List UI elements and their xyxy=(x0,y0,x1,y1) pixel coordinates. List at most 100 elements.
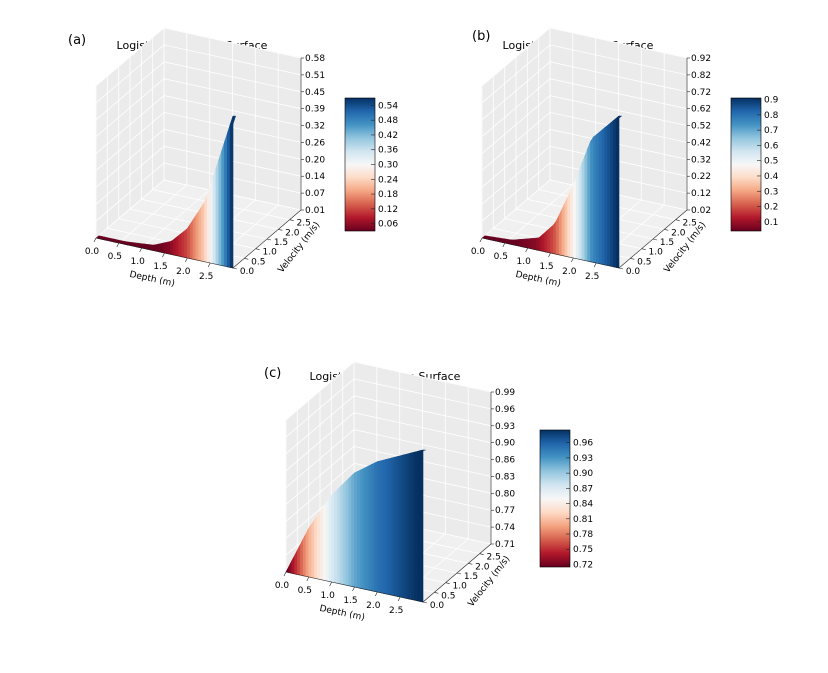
z-tick-label: 0.71 xyxy=(495,540,515,550)
y-tick-mark xyxy=(479,553,484,555)
surface-strip xyxy=(578,163,583,261)
surface-strip xyxy=(570,185,574,259)
z-tick-label: 0.51 xyxy=(305,71,325,81)
colorbar-tick-label: 0.93 xyxy=(573,454,593,464)
x-tick-label: 0.0 xyxy=(85,247,100,257)
colorbar-tick-label: 0.4 xyxy=(764,172,779,182)
gridline xyxy=(285,462,492,522)
gridline xyxy=(481,128,688,188)
surface-strip xyxy=(382,459,387,595)
x-tick-label: 0.0 xyxy=(275,581,290,591)
gridline xyxy=(285,412,492,472)
x-tick-mark xyxy=(479,237,483,243)
gridline xyxy=(285,429,492,488)
x-tick-label: 1.5 xyxy=(343,596,357,606)
y-tick-label: 0.5 xyxy=(441,591,455,601)
surface-strip xyxy=(209,177,214,264)
surface-strip xyxy=(584,148,588,262)
surface-strip xyxy=(195,210,200,261)
surface-strip xyxy=(362,466,367,590)
surface-strip xyxy=(385,458,390,595)
x-axis-label: Depth (m) xyxy=(128,270,175,289)
gridline xyxy=(95,111,302,171)
z-tick-label: 0.86 xyxy=(495,456,515,466)
surface-strip xyxy=(308,523,313,578)
colorbar-tick-label: 0.72 xyxy=(573,560,593,570)
y-tick-label: 2.0 xyxy=(475,562,490,572)
surface-strip xyxy=(192,214,197,261)
surface-strip xyxy=(354,471,358,588)
panel-label: (c) xyxy=(264,366,281,381)
x-tick-mark xyxy=(352,586,355,592)
z-tick-label: 0.80 xyxy=(495,489,515,499)
surface-strip xyxy=(169,239,174,256)
surface-strip xyxy=(402,454,407,599)
gridline xyxy=(481,145,688,205)
y-tick-mark xyxy=(641,248,646,250)
x-tick-label: 2.0 xyxy=(562,267,577,277)
surface-strip xyxy=(420,449,426,451)
surface-strip xyxy=(342,480,347,586)
surface-strip xyxy=(408,452,412,600)
surface-strip xyxy=(204,195,208,263)
surface-strip xyxy=(314,514,318,580)
x-tick-mark xyxy=(525,247,528,253)
surface-strip xyxy=(399,454,404,598)
x-tick-label: 0.0 xyxy=(471,247,486,257)
colorbar-tick-label: 0.3 xyxy=(764,187,778,197)
surface-strip xyxy=(388,457,392,596)
colorbar xyxy=(344,97,376,232)
panel-a: (a)Logistic Regression Surface0.00.51.01… xyxy=(68,27,398,289)
surface-strip xyxy=(229,115,236,126)
x-tick-label: 1.0 xyxy=(321,591,336,601)
surface-strip xyxy=(575,170,580,260)
z-tick-label: 0.12 xyxy=(691,189,711,199)
y-tick-mark xyxy=(445,582,450,584)
colorbar-tick-label: 0.18 xyxy=(378,190,398,200)
z-tick-label: 0.83 xyxy=(495,472,515,482)
x-tick-mark xyxy=(116,242,120,248)
surface-strip xyxy=(345,477,350,587)
gridline xyxy=(481,78,688,138)
x-tick-label: 0.5 xyxy=(298,586,312,596)
z-tick-label: 0.62 xyxy=(691,105,711,115)
x-tick-mark xyxy=(375,591,378,597)
z-tick-label: 0.77 xyxy=(495,506,515,516)
colorbar xyxy=(539,429,571,568)
surface-strip xyxy=(167,241,171,255)
surface xyxy=(95,115,236,269)
gridline xyxy=(95,61,302,121)
surface-strip xyxy=(592,134,597,264)
colorbar-tick-label: 0.7 xyxy=(764,126,778,136)
surface-strip xyxy=(564,197,568,258)
gridline xyxy=(95,179,302,239)
surface-strip xyxy=(607,122,611,267)
y-tick-mark xyxy=(244,258,249,260)
gridline xyxy=(285,445,492,505)
surface-strip xyxy=(598,129,603,265)
x-tick-mark xyxy=(306,576,310,582)
surface-strip xyxy=(322,502,327,582)
surface-strip xyxy=(550,224,554,254)
z-tick-label: 0.07 xyxy=(305,189,325,199)
surface-strip xyxy=(524,240,529,249)
colorbar-tick-label: 0.48 xyxy=(378,116,398,126)
surface-strip xyxy=(572,177,577,259)
surface-strip xyxy=(299,538,304,577)
z-tick-label: 0.22 xyxy=(691,172,711,182)
y-tick-mark xyxy=(289,219,294,221)
surface xyxy=(481,115,623,269)
x-tick-label: 0.5 xyxy=(494,252,508,262)
y-tick-mark xyxy=(266,238,272,241)
surface-strip xyxy=(530,239,534,250)
colorbar-tick-label: 0.6 xyxy=(764,141,779,151)
z-tick-label: 0.90 xyxy=(495,439,515,449)
surface-strip xyxy=(533,239,537,251)
y-tick-label: 0.5 xyxy=(251,257,265,267)
x-tick-label: 2.5 xyxy=(585,272,599,282)
surface-strip xyxy=(601,127,606,266)
z-tick-label: 0.26 xyxy=(305,138,325,148)
z-tick-label: 0.42 xyxy=(691,138,711,148)
x-tick-label: 1.0 xyxy=(131,257,146,267)
gridline xyxy=(95,145,302,205)
